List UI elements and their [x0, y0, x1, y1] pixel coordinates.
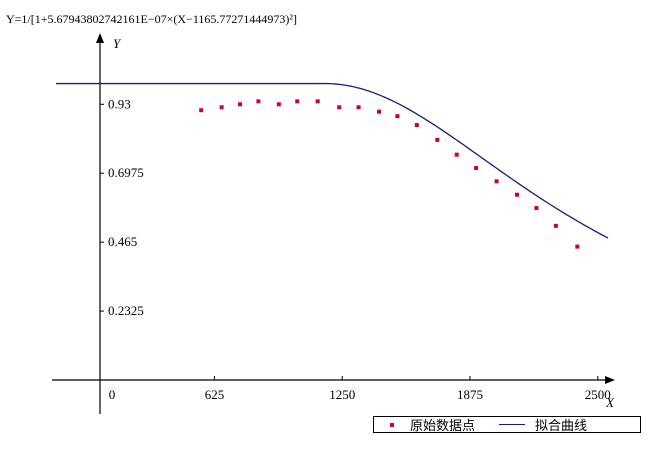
data-point: [553, 223, 558, 228]
x-tick-label: 1250: [329, 387, 355, 402]
data-point: [414, 123, 419, 128]
data-point: [219, 105, 224, 110]
legend: 原始数据点 拟合曲线: [373, 415, 641, 434]
legend-label-points: 原始数据点: [410, 419, 476, 434]
data-point: [395, 114, 400, 119]
y-tick-label: 0.93: [108, 96, 131, 111]
x-axis-label: X: [605, 395, 615, 410]
data-point: [534, 206, 539, 211]
y-axis-arrow: [96, 33, 104, 43]
data-point: [256, 99, 261, 104]
fit-formula: Y=1/[1+5.67943802742161E−07×(X−1165.7727…: [6, 12, 297, 26]
data-point: [494, 179, 499, 184]
data-point: [295, 99, 300, 104]
data-point: [454, 152, 459, 157]
y-tick-label: 0.6975: [108, 165, 144, 180]
data-point: [337, 105, 342, 110]
y-tick-label: 0.2325: [108, 303, 144, 318]
x-tick-label: 1875: [457, 387, 483, 402]
legend-item-points: 原始数据点: [374, 415, 475, 434]
data-point: [199, 108, 204, 113]
data-point: [315, 99, 320, 104]
x-axis-arrow: [605, 376, 615, 384]
data-point: [515, 192, 520, 197]
data-point: [276, 102, 281, 107]
data-point: [356, 105, 361, 110]
data-point: [474, 166, 479, 171]
legend-label-curve: 拟合曲线: [535, 419, 588, 434]
data-point: [238, 102, 242, 107]
legend-point-marker: [390, 422, 394, 427]
x-tick-label: 625: [205, 387, 225, 402]
legend-line-marker: [499, 424, 526, 425]
x-tick-label: 2500: [585, 387, 611, 402]
data-point: [575, 244, 580, 249]
data-point: [435, 137, 440, 142]
data-point: [377, 109, 382, 114]
y-tick-label: 0.465: [108, 234, 137, 249]
legend-item-curve: 拟合曲线: [475, 415, 587, 434]
x-tick-label: 0: [109, 387, 116, 402]
fit-curve: [56, 82, 609, 239]
y-axis-label: Y: [113, 36, 122, 51]
